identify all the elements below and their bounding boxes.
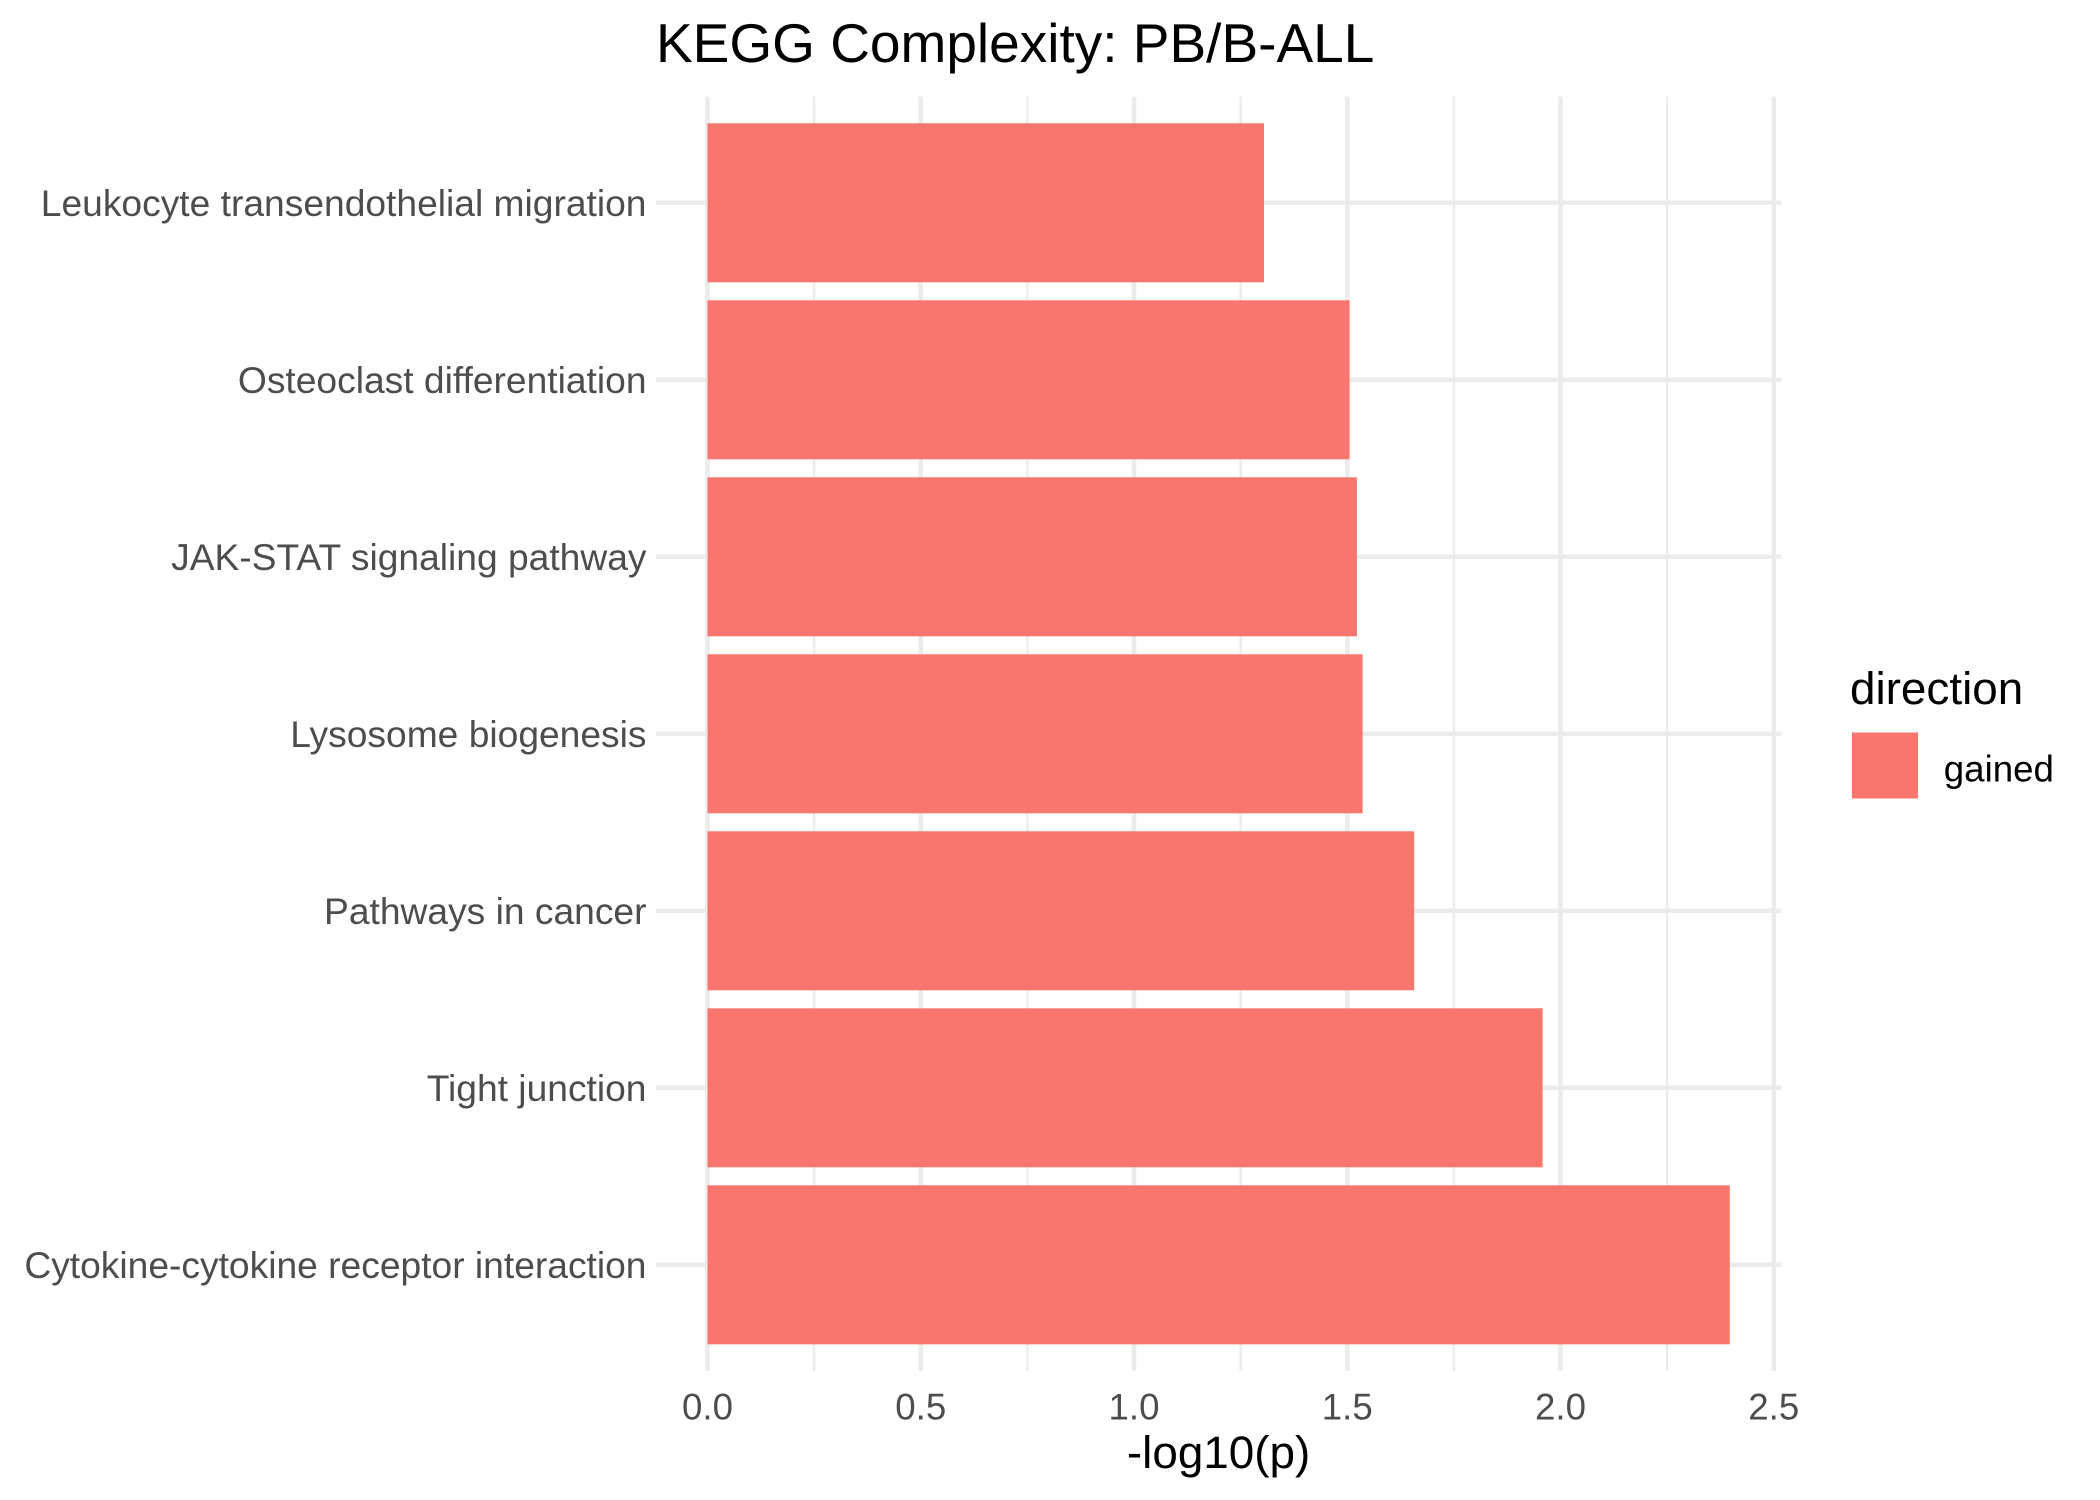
- svg-text:2.5: 2.5: [1748, 1387, 1799, 1428]
- svg-text:2.0: 2.0: [1535, 1387, 1586, 1428]
- svg-text:Cytokine-cytokine receptor int: Cytokine-cytokine receptor interaction: [24, 1244, 646, 1286]
- svg-text:direction: direction: [1850, 663, 2023, 714]
- svg-text:0.0: 0.0: [682, 1387, 733, 1428]
- svg-text:Lysosome biogenesis: Lysosome biogenesis: [290, 713, 646, 755]
- svg-text:KEGG Complexity: PB/B-ALL: KEGG Complexity: PB/B-ALL: [656, 12, 1374, 74]
- svg-text:Leukocyte transendothelial mig: Leukocyte transendothelial migration: [41, 182, 647, 224]
- svg-text:Osteoclast differentiation: Osteoclast differentiation: [238, 359, 647, 401]
- svg-text:Pathways in cancer: Pathways in cancer: [324, 890, 646, 932]
- svg-text:1.0: 1.0: [1109, 1387, 1160, 1428]
- svg-text:-log10(p): -log10(p): [1127, 1427, 1310, 1478]
- svg-text:0.5: 0.5: [895, 1387, 946, 1428]
- svg-text:JAK-STAT signaling pathway: JAK-STAT signaling pathway: [171, 536, 647, 578]
- svg-text:Tight junction: Tight junction: [427, 1067, 647, 1109]
- svg-text:1.5: 1.5: [1322, 1387, 1373, 1428]
- svg-text:gained: gained: [1944, 748, 2054, 789]
